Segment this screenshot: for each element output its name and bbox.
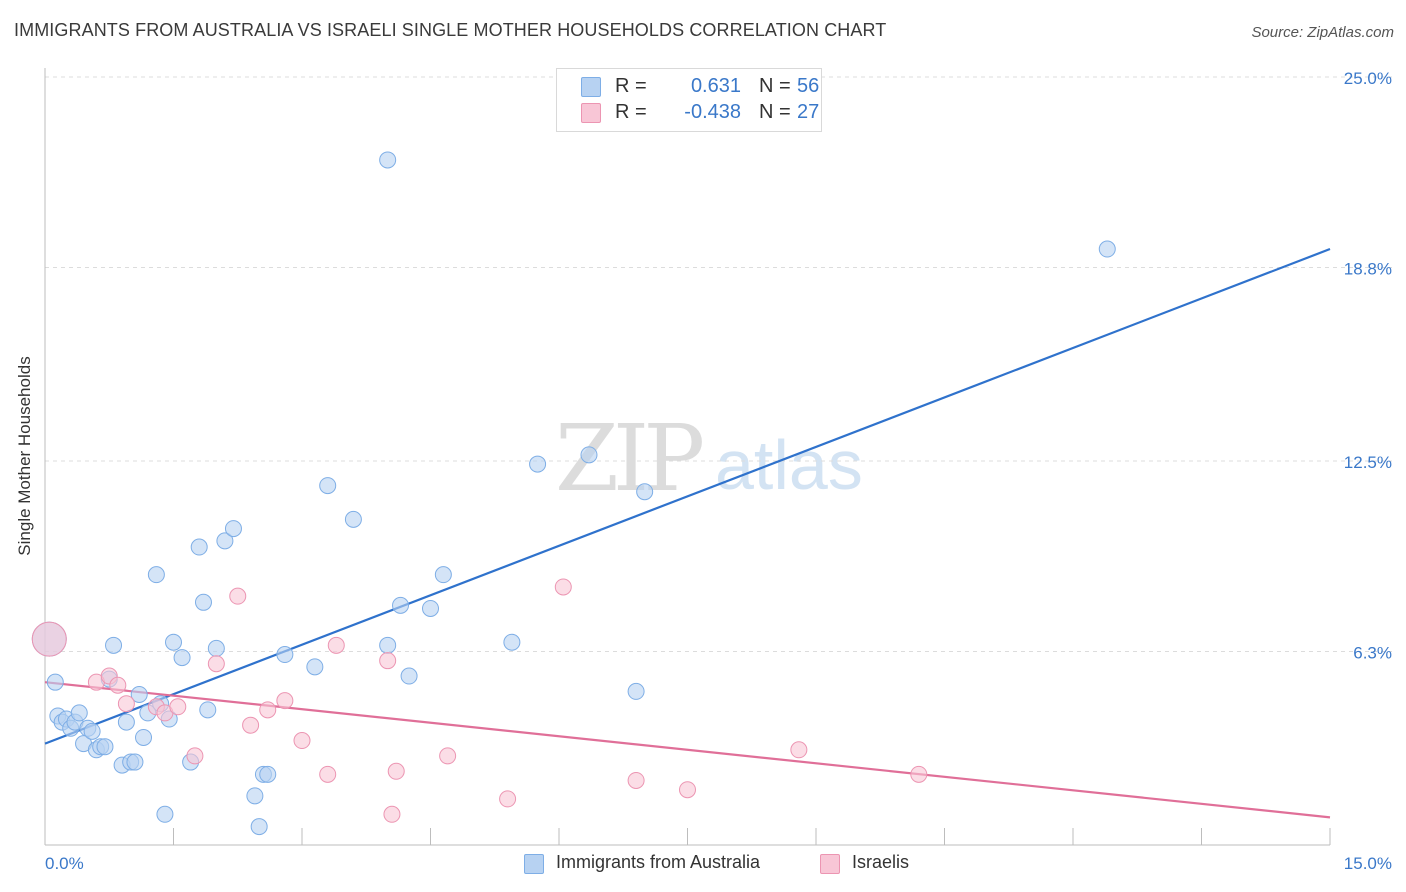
- bottom-legend-label: Immigrants from Australia: [556, 852, 761, 872]
- point-australia: [379, 636, 397, 654]
- chart-title: IMMIGRANTS FROM AUSTRALIA VS ISRAELI SIN…: [14, 20, 887, 40]
- trend-line-israelis: [44, 681, 1331, 819]
- point-israelis: [242, 716, 260, 734]
- point-australia: [130, 685, 148, 703]
- point-israelis: [207, 655, 225, 673]
- tick-labels: 6.3% 12.5% 18.8% 25.0% 0.0% 15.0%: [45, 69, 1392, 873]
- bottom-legend-swatch-blue: [524, 854, 544, 874]
- y-axis-label: Single Mother Households: [15, 356, 34, 556]
- point-israelis: [293, 732, 311, 750]
- point-australia: [165, 633, 182, 651]
- x-tick-label-max: 15.0%: [1344, 854, 1392, 873]
- watermark-zip: ZIP: [555, 405, 705, 512]
- y-tick-label: 18.8%: [1344, 259, 1392, 278]
- bottom-legend-label: Israelis: [852, 852, 910, 872]
- legend-n-value: 27: [797, 101, 820, 123]
- point-australia: [46, 673, 64, 691]
- point-australia: [224, 520, 242, 538]
- point-israelis: [554, 578, 572, 596]
- point-israelis: [109, 676, 127, 694]
- point-australia: [173, 649, 191, 667]
- source-credit: Source: ZipAtlas.com: [1251, 24, 1394, 41]
- x-tick-label-min: 0.0%: [45, 854, 84, 873]
- grid-lines: [45, 76, 1392, 652]
- legend-n-label: N =: [759, 101, 791, 123]
- point-australia: [259, 765, 277, 783]
- point-australia: [503, 633, 521, 651]
- trend-lines: [44, 248, 1331, 819]
- point-israelis: [679, 781, 696, 799]
- point-israelis: [439, 747, 457, 765]
- point-israelis: [499, 790, 517, 808]
- y-tick-label: 6.3%: [1353, 643, 1392, 662]
- point-australia: [276, 646, 294, 664]
- trend-line-australia: [44, 248, 1331, 745]
- legend-n-value: 56: [797, 75, 820, 97]
- point-israelis: [186, 747, 204, 765]
- point-israelis: [169, 698, 187, 716]
- point-australia: [434, 566, 452, 584]
- legend-swatch-blue: [581, 77, 601, 97]
- bottom-legend-swatch-pink: [820, 854, 840, 874]
- point-israelis: [790, 741, 808, 759]
- point-australia: [199, 701, 217, 719]
- y-tick-label: 12.5%: [1344, 453, 1392, 472]
- point-australia: [105, 636, 123, 654]
- point-israelis: [379, 652, 397, 670]
- point-australia: [96, 738, 114, 756]
- point-australia: [306, 658, 324, 676]
- point-australia: [126, 753, 144, 771]
- point-australia: [250, 818, 268, 836]
- point-israelis: [229, 587, 247, 605]
- y-tick-label: 25.0%: [1344, 69, 1392, 88]
- legend-swatch-pink: [581, 103, 601, 123]
- legend-r-label: R =: [615, 75, 647, 97]
- point-australia: [207, 639, 225, 657]
- point-australia: [216, 532, 234, 550]
- point-israelis: [383, 805, 401, 823]
- legend-r-label: R =: [615, 101, 647, 123]
- legend-n-label: N =: [759, 75, 791, 97]
- point-israelis: [387, 762, 405, 780]
- correlation-legend: R = 0.631 N = 56 R = -0.438 N = 27: [556, 68, 822, 132]
- data-points: [31, 151, 1116, 836]
- point-israelis: [627, 771, 645, 789]
- point-israelis: [327, 636, 345, 654]
- point-australia: [319, 477, 337, 495]
- axes: [44, 68, 1331, 846]
- point-australia: [135, 728, 153, 746]
- point-israelis: [259, 701, 277, 719]
- point-australia: [392, 596, 410, 614]
- point-australia: [190, 538, 208, 556]
- point-australia: [636, 483, 654, 501]
- point-australia: [147, 566, 165, 584]
- point-australia: [70, 704, 88, 722]
- point-israelis: [117, 695, 135, 713]
- point-israelis: [276, 692, 294, 710]
- point-australia: [627, 682, 645, 700]
- point-australia: [117, 713, 135, 731]
- point-australia: [400, 667, 418, 685]
- legend-r-value: -0.438: [684, 101, 741, 123]
- point-israelis: [319, 765, 337, 783]
- point-israelis: [910, 765, 928, 783]
- point-australia: [580, 446, 598, 464]
- legend-r-value: 0.631: [690, 75, 741, 97]
- point-australia: [156, 805, 174, 823]
- point-israelis: [31, 621, 67, 657]
- point-australia: [194, 593, 212, 611]
- point-australia: [422, 599, 439, 617]
- point-australia: [83, 722, 101, 740]
- point-australia: [246, 787, 264, 805]
- point-australia: [344, 510, 362, 528]
- point-australia: [379, 151, 397, 169]
- point-australia: [529, 455, 547, 473]
- point-australia: [1098, 240, 1116, 258]
